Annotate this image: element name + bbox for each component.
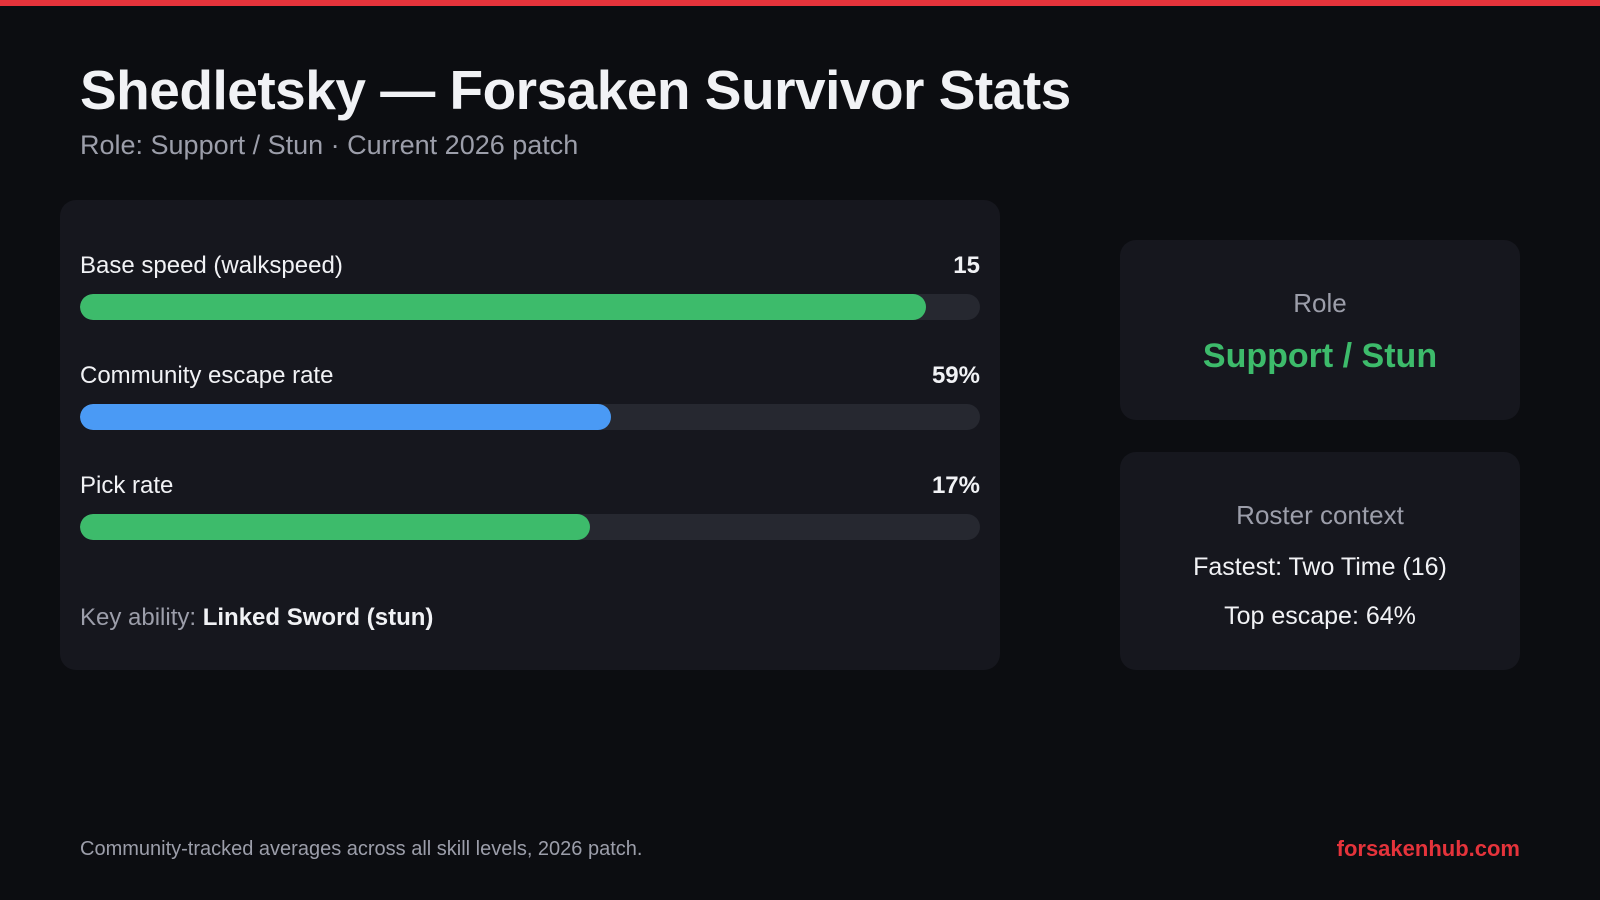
footer-site-link[interactable]: forsakenhub.com bbox=[1336, 836, 1520, 861]
stat-label: Base speed (walkspeed) bbox=[80, 252, 343, 279]
role-card-title: Role bbox=[1293, 288, 1347, 318]
top-accent-bar bbox=[0, 0, 1600, 6]
stat-value: 59% bbox=[931, 362, 980, 389]
role-value: Support / Stun bbox=[1202, 337, 1438, 375]
stat-bar-fill bbox=[80, 404, 611, 430]
stats-card: Base speed (walkspeed) 15 Community esca… bbox=[60, 200, 1000, 670]
roster-context-card: Roster context Fastest: Two Time (16) To… bbox=[1120, 452, 1520, 670]
page-subtitle: Role: Support / Stun · Current 2026 patc… bbox=[80, 130, 579, 160]
stat-value: 17% bbox=[931, 472, 980, 499]
roster-fastest: Fastest: Two Time (16) bbox=[1193, 553, 1447, 581]
stat-base-speed: Base speed (walkspeed) 15 bbox=[80, 252, 980, 320]
stat-bar-track bbox=[80, 294, 980, 320]
stat-pick-rate: Pick rate 17% bbox=[80, 472, 980, 540]
roster-top-escape: Top escape: 64% bbox=[1224, 602, 1416, 630]
stat-label: Pick rate bbox=[80, 472, 174, 499]
stat-escape-rate: Community escape rate 59% bbox=[80, 362, 980, 430]
stat-bar-fill bbox=[80, 294, 926, 320]
key-ability-value: Linked Sword (stun) bbox=[202, 604, 434, 631]
key-ability-label: Key ability: bbox=[80, 604, 203, 631]
page-title: Shedletsky — Forsaken Survivor Stats bbox=[80, 59, 1071, 121]
footer-note: Community-tracked averages across all sk… bbox=[80, 838, 643, 860]
stat-bar-fill bbox=[80, 514, 591, 540]
stat-bar-track bbox=[80, 404, 980, 430]
stat-value: 15 bbox=[953, 252, 980, 279]
role-card: Role Support / Stun bbox=[1120, 240, 1520, 420]
stat-label: Community escape rate bbox=[80, 362, 334, 389]
stat-bar-track bbox=[80, 514, 980, 540]
key-ability: Key ability: Linked Sword (stun) bbox=[80, 604, 433, 632]
roster-card-title: Roster context bbox=[1236, 500, 1404, 530]
